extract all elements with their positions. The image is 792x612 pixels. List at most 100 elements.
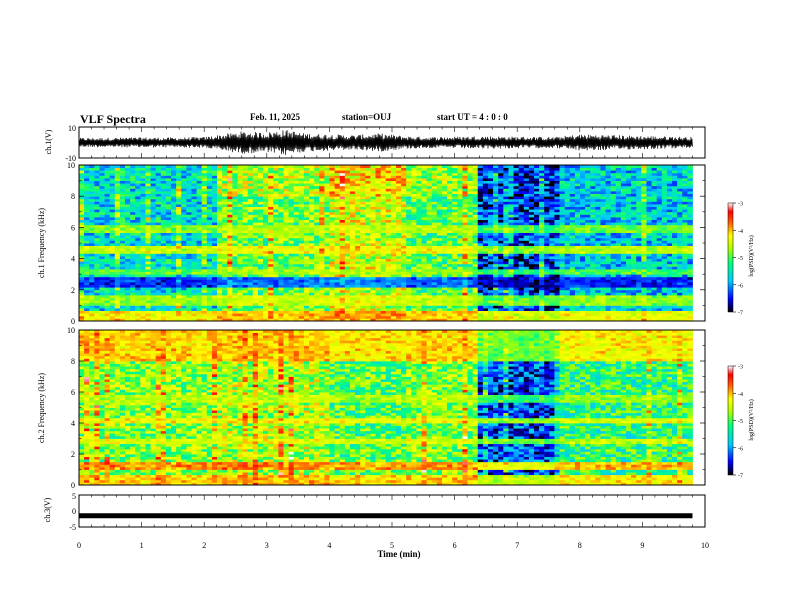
spectrogram-cell — [349, 240, 356, 244]
spectrogram-cell — [99, 193, 105, 197]
spectrogram-cell — [431, 308, 438, 311]
spectrogram-cell — [278, 282, 284, 285]
spectrogram-cell — [186, 295, 192, 298]
spectrogram-cell — [268, 261, 274, 265]
spectrogram-cell — [242, 261, 249, 265]
spectrogram-cell — [416, 191, 422, 194]
spectrogram-cell — [119, 235, 126, 239]
spectrogram-cell — [411, 178, 417, 181]
spectrogram-cell — [99, 245, 105, 249]
spectrogram-cell — [319, 300, 325, 304]
spectrogram-cell — [365, 256, 371, 259]
spectrogram-cell — [365, 300, 371, 304]
spectrogram-cell — [436, 191, 443, 194]
spectrogram-cell — [365, 211, 371, 215]
spectrogram-cell — [150, 245, 157, 249]
spectrogram-cell — [114, 302, 121, 306]
spectrogram-cell — [355, 295, 361, 298]
spectrogram-cell — [298, 180, 305, 184]
spectrogram-cell — [119, 295, 126, 298]
spectrogram-cell — [421, 240, 428, 244]
spectrogram-cell — [329, 240, 336, 244]
spectrogram-cell — [349, 188, 356, 192]
spectrogram-cell — [314, 261, 320, 265]
spectrogram-cell — [344, 287, 351, 291]
spectrogram-cell — [94, 279, 100, 283]
spectrogram-cell — [426, 191, 433, 194]
spectrogram-cell — [411, 201, 417, 205]
spectrogram-cell — [237, 198, 243, 202]
spectrogram-cell — [457, 248, 463, 252]
spectrogram-cell — [211, 180, 218, 184]
spectrogram-cell — [380, 310, 387, 314]
spectrogram-cell — [309, 305, 315, 309]
spectrogram-cell — [355, 308, 361, 311]
spectrogram-cell — [303, 201, 310, 205]
spectrogram-cell — [130, 263, 136, 267]
spectrogram-cell — [380, 269, 387, 272]
spectrogram-cell — [171, 279, 177, 283]
spectrogram-cell — [191, 232, 197, 236]
spectrogram-cell — [416, 180, 422, 184]
spectrogram-cell — [176, 232, 182, 236]
spectrogram-cell — [247, 258, 254, 262]
spectrogram-cell — [288, 261, 295, 265]
spectrogram-cell — [242, 269, 249, 272]
spectrogram-cell — [339, 248, 346, 252]
spectrogram-cell — [145, 188, 151, 192]
spectrogram-cell — [329, 193, 336, 197]
spectrogram-cell — [196, 297, 203, 301]
spectrogram-cell — [135, 243, 141, 246]
spectrogram-cell — [211, 201, 218, 205]
spectrogram-cell — [406, 191, 412, 194]
spectrogram-cell — [365, 271, 371, 275]
spectrogram-cell — [104, 282, 111, 285]
spectrogram-cell — [186, 240, 192, 244]
spectrogram-cell — [104, 287, 111, 291]
spectrogram-cell — [324, 318, 330, 322]
spectrogram-cell — [217, 297, 223, 301]
spectrogram-cell — [109, 167, 116, 171]
spectrogram-cell — [222, 271, 228, 275]
spectrogram-cell — [375, 165, 382, 168]
spectrogram-cell — [79, 175, 85, 179]
spectrogram-cell — [426, 230, 433, 233]
spectrogram-cell — [206, 308, 213, 311]
spectrogram-cell — [222, 230, 228, 233]
spectrogram-cell — [447, 248, 453, 252]
spectrogram-cell — [145, 274, 151, 278]
spectrogram-cell — [303, 274, 310, 278]
spectrogram-cell — [196, 287, 203, 291]
spectrogram-cell — [319, 263, 325, 267]
spectrogram-cell — [196, 310, 203, 314]
spectrogram-cell — [411, 237, 417, 241]
spectrogram-cell — [119, 172, 126, 176]
spectrogram-cell — [421, 235, 428, 239]
spectrogram-cell — [293, 261, 300, 265]
spectrogram-cell — [457, 188, 463, 192]
spectrogram-cell — [114, 269, 121, 272]
spectrogram-cell — [298, 206, 305, 210]
spectrogram-cell — [349, 232, 356, 236]
spectrogram-cell — [329, 269, 336, 272]
spectrogram-cell — [426, 256, 433, 259]
spectrogram-cell — [436, 178, 443, 181]
spectrogram-cell — [355, 224, 361, 228]
spectrogram-cell — [119, 180, 126, 184]
spectrogram-cell — [165, 167, 172, 171]
spectrogram-cell — [114, 180, 121, 184]
spectrogram-cell — [181, 224, 187, 228]
spectrogram-cell — [421, 230, 428, 233]
spectrogram-cell — [273, 292, 279, 296]
spectrogram-cell — [355, 305, 361, 309]
spectrogram-cell — [380, 235, 387, 239]
spectrogram-cell — [288, 172, 295, 176]
spectrogram-cell — [222, 196, 228, 200]
spectrogram-cell — [191, 269, 197, 272]
spectrogram-cell — [79, 240, 85, 244]
spectrogram-cell — [303, 263, 310, 267]
spectrogram-cell — [365, 167, 371, 171]
spectrogram-cell — [94, 191, 100, 194]
spectrogram-cell — [114, 175, 121, 179]
spectrogram-cell — [79, 214, 85, 218]
